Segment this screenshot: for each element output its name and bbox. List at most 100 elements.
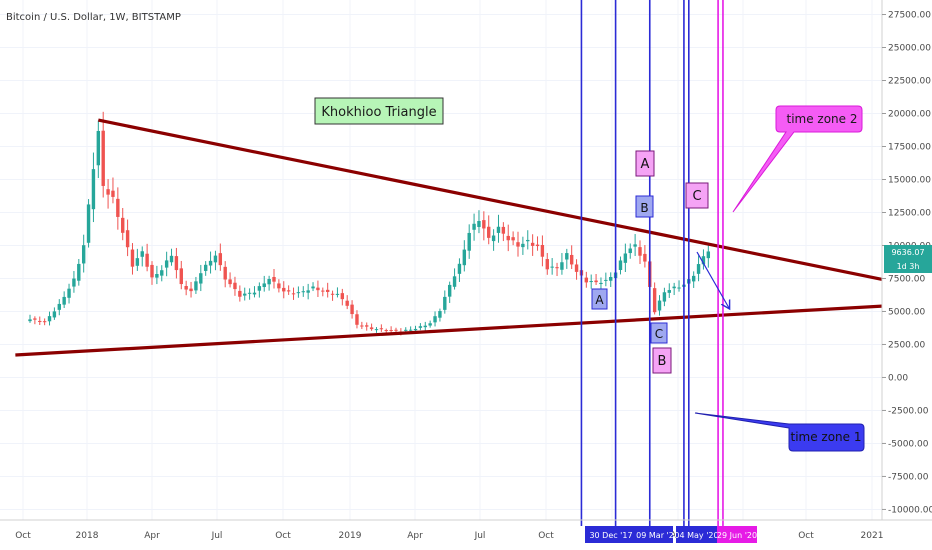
- candle-body: [145, 253, 149, 267]
- candle-body: [643, 253, 647, 262]
- candle-body: [116, 198, 120, 217]
- candle-body: [140, 251, 144, 257]
- candle-body: [252, 292, 257, 295]
- candle-body: [369, 327, 374, 330]
- candle-body: [223, 266, 227, 280]
- candle-body: [404, 329, 408, 331]
- candle-body: [491, 235, 496, 242]
- candle-body: [267, 278, 271, 285]
- candle-body: [291, 293, 296, 295]
- candle-body: [47, 316, 52, 322]
- candle-body: [316, 287, 320, 291]
- candle-body: [228, 279, 232, 285]
- candle-body: [355, 314, 359, 325]
- candle-body: [418, 326, 423, 328]
- candle-body: [125, 230, 130, 248]
- candle-body: [438, 311, 442, 318]
- candle-body: [423, 325, 427, 328]
- y-tick-label: 2500.00: [888, 340, 925, 350]
- candle-body: [101, 130, 105, 186]
- candle-body: [350, 304, 354, 315]
- candle-body: [321, 290, 325, 292]
- candle-body: [238, 290, 242, 297]
- candle-body: [652, 288, 657, 313]
- candle-body: [394, 329, 398, 331]
- y-tick-label: -5000.00: [888, 439, 929, 449]
- candle-body: [516, 242, 520, 247]
- candle-body: [77, 263, 81, 281]
- candle-body: [121, 217, 125, 233]
- candle-body: [443, 296, 447, 310]
- candle-body: [213, 255, 218, 263]
- trendlines[interactable]: [15, 118, 903, 357]
- wave-label-text: A: [595, 293, 604, 307]
- time-zone-2-text: time zone 2: [786, 112, 857, 126]
- candle-body: [487, 226, 491, 238]
- candle-body: [550, 266, 554, 268]
- candle-body: [296, 292, 301, 294]
- candle-body: [57, 303, 61, 310]
- candle-body: [62, 296, 66, 305]
- candle-body: [501, 226, 506, 234]
- candle-body: [272, 276, 276, 282]
- candle-body: [638, 247, 642, 256]
- candle-body: [472, 223, 476, 230]
- candle-body: [286, 290, 291, 292]
- candle-body: [169, 255, 174, 263]
- candle-body: [599, 282, 603, 285]
- candle-body: [208, 260, 213, 266]
- y-tick-label: 12500.00: [888, 208, 931, 218]
- candle-body: [335, 293, 340, 295]
- candle-body: [667, 290, 671, 293]
- time-zone-lines[interactable]: [580, 0, 724, 526]
- candle-body: [96, 130, 101, 166]
- lower-trendline[interactable]: [15, 304, 903, 357]
- candle-body: [428, 323, 432, 326]
- date-marker-text: 29 Jun '20: [717, 531, 757, 540]
- x-tick-label: Jul: [211, 531, 223, 541]
- candle-body: [52, 311, 57, 318]
- countdown-value: 1d 3h: [897, 262, 920, 271]
- candle-body: [511, 237, 515, 241]
- candle-body: [111, 190, 115, 197]
- candle-body: [457, 263, 462, 274]
- candle-body: [467, 232, 471, 251]
- date-marker-text: 30 Dec '17: [589, 531, 632, 540]
- candle-body: [701, 256, 706, 265]
- candle-body: [609, 277, 613, 281]
- x-tick-label: Jul: [474, 531, 486, 541]
- wave-label-b-high: B: [635, 195, 654, 218]
- candle-body: [91, 169, 96, 210]
- upper-trendline[interactable]: [98, 118, 903, 284]
- candle-body: [174, 256, 179, 271]
- date-marker-text: 09 Mar '2: [636, 531, 674, 540]
- wave-label-text: A: [641, 157, 650, 172]
- candle-body: [81, 245, 86, 264]
- candle-body: [130, 249, 135, 267]
- candle-body: [135, 258, 140, 266]
- x-tick-label: 2021: [861, 531, 884, 541]
- candle-body: [243, 293, 247, 296]
- wave-label-c-low: C: [650, 322, 668, 344]
- y-tick-label: -10000.00: [888, 505, 932, 515]
- candle-body: [194, 281, 198, 291]
- x-tick-label: Apr: [144, 531, 160, 541]
- y-tick-label: 5000.00: [888, 307, 925, 317]
- candle-body: [696, 264, 701, 274]
- candle-body: [691, 275, 696, 282]
- wave-label-a-high: A: [635, 150, 655, 177]
- x-tick-label: Oct: [798, 531, 814, 541]
- candle-body: [569, 254, 574, 265]
- candle-body: [247, 292, 252, 294]
- candle-body: [560, 262, 564, 270]
- candle-body: [633, 244, 637, 247]
- candle-body: [218, 253, 223, 266]
- candle-body: [360, 325, 364, 327]
- candle-body: [311, 286, 315, 289]
- candle-body: [155, 274, 159, 278]
- candle-body: [86, 204, 91, 243]
- y-tick-label: 22500.00: [888, 77, 931, 87]
- candle-body: [565, 253, 569, 260]
- y-tick-label: 15000.00: [888, 175, 931, 185]
